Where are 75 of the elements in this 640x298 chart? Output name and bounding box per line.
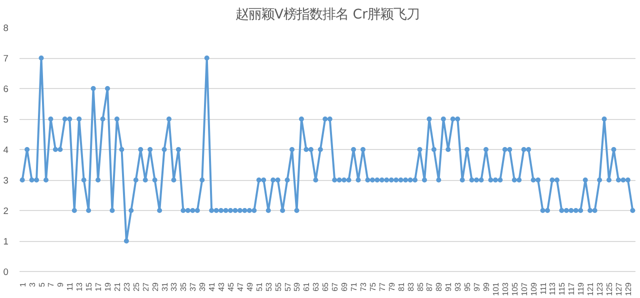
x-tick-label: 123: [596, 282, 605, 296]
y-tick-label: 4: [3, 145, 9, 155]
y-tick-label: 8: [3, 23, 9, 33]
x-tick-label: 53: [264, 282, 274, 292]
x-tick-label: 67: [330, 282, 340, 292]
x-tick-label: 117: [567, 282, 576, 296]
y-tick-label: 0: [3, 267, 9, 277]
x-tick-label: 49: [245, 282, 254, 292]
y-tick-label: 1: [3, 236, 9, 246]
x-tick-label: 79: [387, 282, 396, 292]
x-tick-label: 35: [179, 282, 188, 292]
y-tick-label: 5: [3, 114, 9, 124]
chart-title: 赵丽颖V榜指数排名 Cr胖颖飞刀: [235, 8, 420, 22]
x-tick-label: 119: [576, 282, 586, 296]
x-tick-label: 17: [94, 282, 104, 292]
y-tick-label: 2: [3, 206, 9, 216]
x-tick-label: 51: [254, 282, 264, 292]
x-tick-label: 65: [321, 282, 330, 292]
x-tick-label: 55: [274, 282, 283, 292]
x-tick-label: 69: [340, 282, 350, 292]
x-tick-label: 15: [84, 282, 94, 292]
x-tick-label: 71: [350, 282, 359, 292]
x-tick-label: 1: [18, 282, 28, 287]
x-tick-label: 97: [472, 282, 482, 292]
x-tick-label: 121: [586, 282, 596, 296]
x-tick-label: 25: [132, 282, 141, 292]
y-tick-label: 7: [3, 54, 9, 64]
x-tick-label: 39: [198, 282, 208, 292]
x-tick-label: 101: [491, 282, 500, 296]
x-tick-label: 129: [624, 282, 633, 296]
x-tick-label: 23: [122, 282, 132, 292]
x-tick-label: 31: [160, 282, 170, 292]
y-tick-label: 3: [3, 176, 9, 186]
x-tick-label: 125: [605, 282, 614, 296]
x-tick-label: 21: [112, 282, 122, 292]
x-tick-label: 113: [548, 282, 558, 296]
x-tick-label: 45: [226, 282, 236, 292]
x-tick-label: 99: [482, 282, 491, 292]
x-tick-label: 75: [368, 282, 378, 292]
x-tick-label: 7: [46, 282, 56, 287]
x-tick-label: 3: [28, 282, 37, 287]
x-tick-label: 109: [529, 282, 538, 296]
x-tick-label: 91: [444, 282, 454, 292]
x-tick-label: 43: [217, 282, 226, 292]
x-tick-label: 59: [292, 282, 302, 292]
x-tick-label: 89: [434, 282, 444, 292]
x-tick-label: 95: [463, 282, 472, 292]
x-tick-label: 47: [236, 282, 245, 292]
x-tick-label: 73: [358, 282, 368, 292]
x-tick-label: 29: [150, 282, 160, 292]
x-tick-label: 111: [538, 282, 548, 295]
x-tick-label: 127: [614, 282, 624, 296]
x-tick-label: 63: [312, 282, 321, 292]
x-tick-label: 105: [510, 282, 520, 296]
x-tick-label: 103: [500, 282, 510, 296]
x-tick-label: 57: [283, 282, 292, 292]
x-tick-label: 93: [454, 282, 463, 292]
x-tick-label: 11: [66, 282, 75, 291]
y-tick-label: 6: [3, 84, 9, 94]
x-tick-label: 5: [37, 282, 46, 287]
x-tick-label: 37: [188, 282, 198, 292]
x-tick-label: 115: [558, 282, 567, 296]
x-tick-label: 81: [396, 282, 406, 292]
x-tick-label: 77: [378, 282, 387, 292]
x-tick-label: 107: [520, 282, 529, 296]
x-tick-label: 87: [425, 282, 434, 292]
x-tick-label: 41: [208, 282, 217, 292]
x-tick-label: 9: [56, 282, 66, 287]
x-tick-label: 27: [141, 282, 150, 292]
x-tick-label: 61: [302, 282, 312, 292]
x-tick-label: 13: [75, 282, 84, 292]
x-tick-label: 83: [406, 282, 416, 292]
x-tick-label: 33: [170, 282, 179, 292]
x-tick-label: 19: [104, 282, 112, 292]
x-tick-label: 85: [416, 282, 425, 292]
